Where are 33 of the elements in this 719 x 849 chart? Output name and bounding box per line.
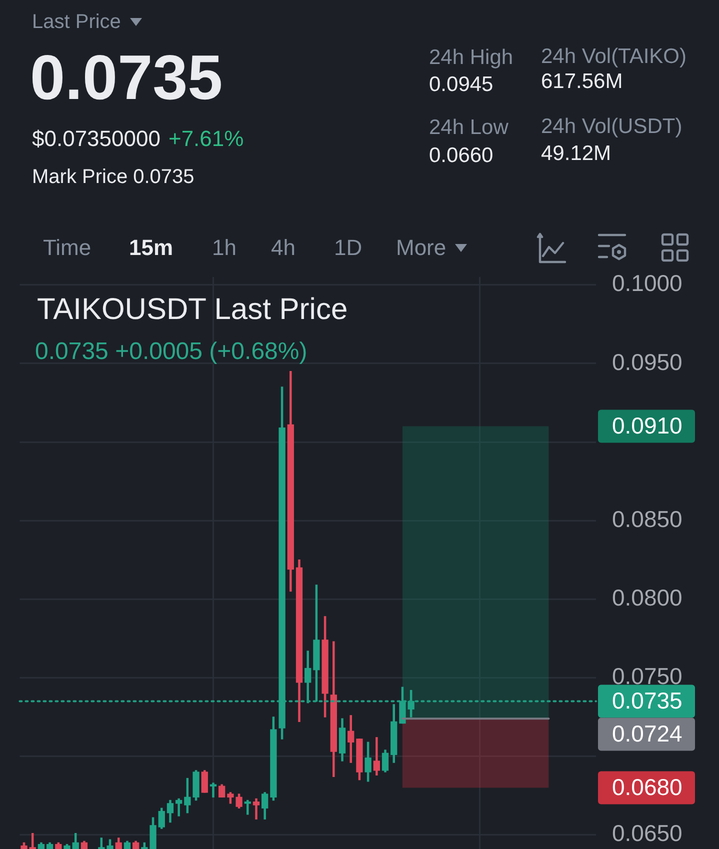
text: 24h Low xyxy=(429,116,508,139)
text: 24h Vol(USDT) xyxy=(541,114,682,138)
y-tick-label: 0.0850 xyxy=(612,506,682,532)
ref-line-label: 0.0735 xyxy=(612,688,682,714)
text: 0.0660 xyxy=(429,144,494,167)
text: 1D xyxy=(334,235,362,260)
y-tick-label: 0.0950 xyxy=(612,348,682,375)
text: 4h xyxy=(271,235,296,260)
text: 0.0945 xyxy=(429,72,494,96)
y-tick-label: 0.0750 xyxy=(612,663,682,690)
text: 617.56M xyxy=(541,70,623,93)
candlestick xyxy=(244,800,251,815)
band-label: 0.0910 xyxy=(612,412,682,439)
candlestick xyxy=(210,782,217,798)
text: 24h High xyxy=(429,46,514,69)
text: 24h Vol(TAIKO) xyxy=(541,44,687,68)
text: Mark Price 0.0735 xyxy=(32,166,194,188)
text: Last Price xyxy=(32,11,121,34)
ref-line-label: 0.0724 xyxy=(612,720,683,747)
y-tick-label: 0.0650 xyxy=(612,820,682,846)
text: 0.0735 +0.0005 (+0.68%) xyxy=(35,338,308,366)
text: 49.12M xyxy=(541,142,612,165)
y-tick-label: 0.1000 xyxy=(612,270,682,296)
text: Time xyxy=(43,235,92,260)
text: +7.61% xyxy=(168,126,244,152)
text: $0.07350000 xyxy=(32,126,160,152)
text: 15m xyxy=(129,235,174,260)
text: 0.0735 xyxy=(30,43,223,114)
text: TAIKOUSDT Last Price xyxy=(37,293,348,326)
text: 1h xyxy=(212,235,236,260)
y-tick-label: 0.0800 xyxy=(612,584,682,610)
band-label: 0.0680 xyxy=(612,774,682,800)
text: More xyxy=(396,235,446,260)
